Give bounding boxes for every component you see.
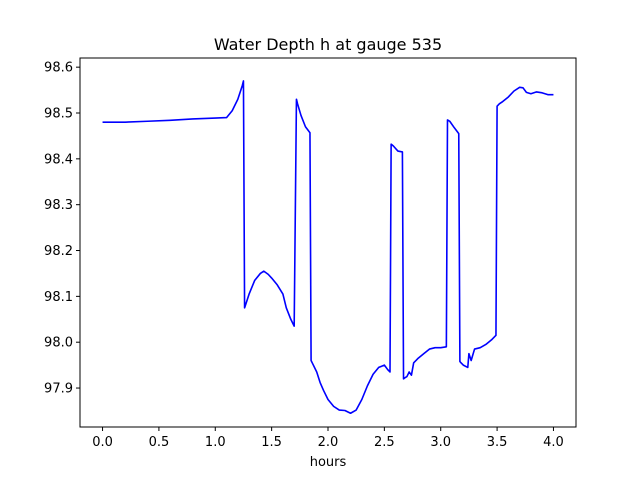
y-tick-label: 98.2 bbox=[44, 244, 73, 259]
x-tick-label: 1.5 bbox=[261, 435, 282, 450]
y-tick-label: 98.4 bbox=[44, 152, 73, 167]
x-tick-label: 3.5 bbox=[487, 435, 508, 450]
series-line-0 bbox=[102, 80, 554, 415]
y-tick-label: 97.9 bbox=[44, 382, 73, 397]
x-tick-label: 3.0 bbox=[430, 435, 451, 450]
y-tick-label: 98.0 bbox=[44, 336, 73, 351]
y-axis: 97.9 98.0 98.1 98.2 98.3 98.4 98.5 98.6 bbox=[44, 61, 80, 397]
x-tick-label: 0.5 bbox=[149, 435, 170, 450]
x-tick-label: 0.0 bbox=[92, 435, 113, 450]
x-tick-label: 4.0 bbox=[543, 435, 564, 450]
x-tick-label: 2.5 bbox=[374, 435, 395, 450]
y-tick-label: 98.6 bbox=[44, 61, 73, 76]
y-tick-label: 98.1 bbox=[44, 290, 73, 305]
chart-title: Water Depth h at gauge 535 bbox=[214, 35, 442, 54]
x-axis: 0.0 0.5 1.0 1.5 2.0 2.5 3.0 3.5 4.0 bbox=[92, 427, 564, 450]
x-tick-label: 1.0 bbox=[205, 435, 226, 450]
series-layer bbox=[102, 80, 554, 415]
y-tick-label: 98.3 bbox=[44, 198, 73, 213]
y-tick-label: 98.5 bbox=[44, 107, 73, 122]
x-axis-label: hours bbox=[310, 455, 347, 470]
x-tick-label: 2.0 bbox=[318, 435, 339, 450]
